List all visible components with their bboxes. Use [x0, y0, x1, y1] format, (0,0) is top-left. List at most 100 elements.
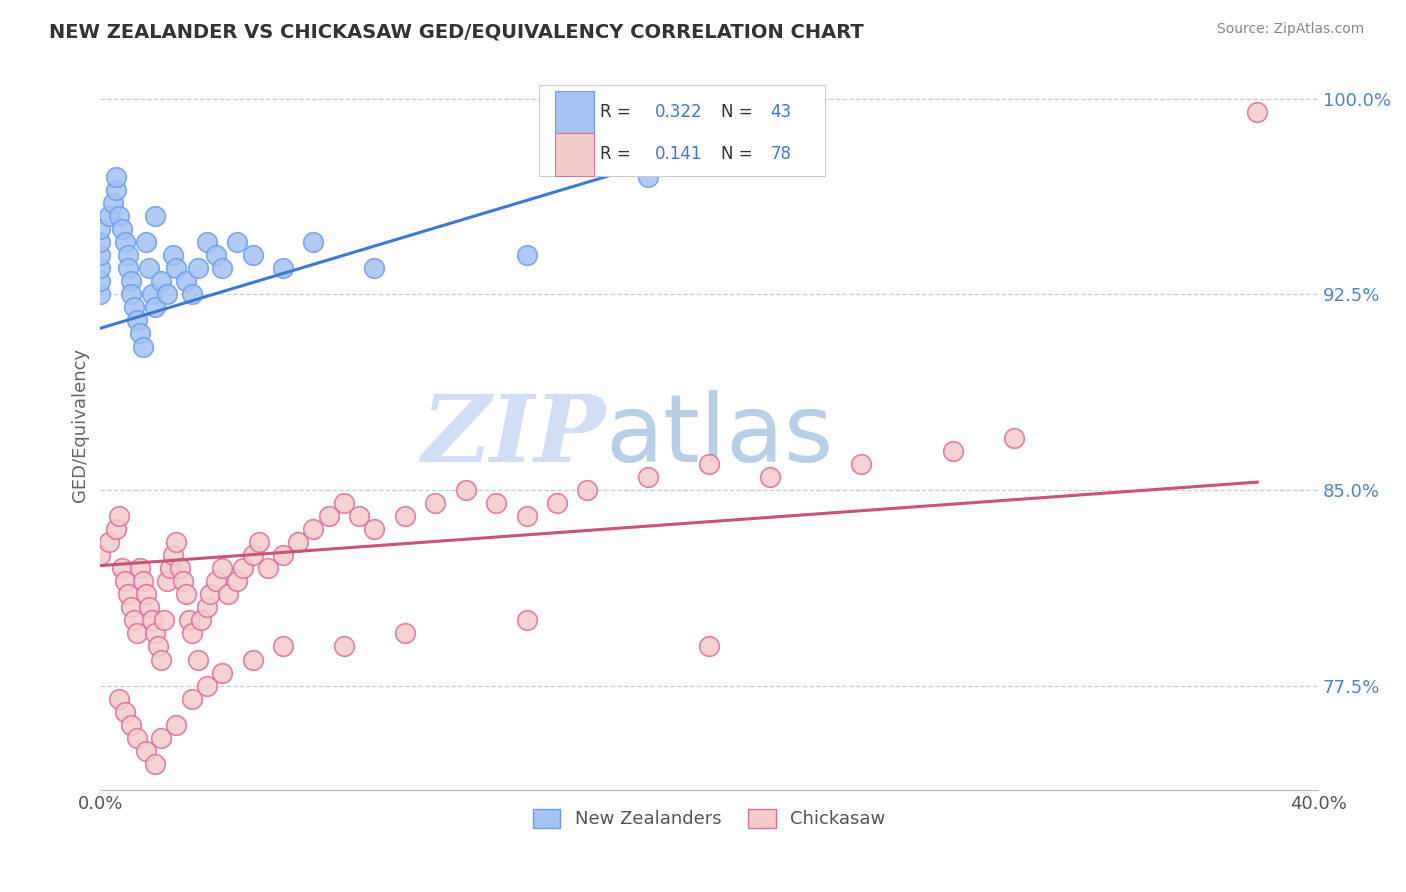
Point	[125, 626, 148, 640]
Point	[394, 509, 416, 524]
Point	[98, 535, 121, 549]
Point	[143, 301, 166, 315]
Point	[1246, 104, 1268, 119]
Point	[89, 274, 111, 288]
Point	[114, 235, 136, 250]
FancyBboxPatch shape	[554, 133, 593, 176]
Text: atlas: atlas	[606, 390, 834, 482]
Point	[148, 640, 170, 654]
Point	[242, 248, 264, 262]
Point	[211, 665, 233, 680]
Point	[211, 561, 233, 575]
Point	[104, 169, 127, 184]
Point	[211, 261, 233, 276]
Point	[104, 522, 127, 536]
Point	[166, 717, 188, 731]
Point	[101, 196, 124, 211]
Point	[162, 248, 184, 262]
Point	[226, 574, 249, 589]
Text: 78: 78	[770, 145, 792, 163]
Point	[287, 535, 309, 549]
Point	[302, 522, 325, 536]
Point	[576, 483, 599, 497]
Point	[138, 261, 160, 276]
Point	[177, 613, 200, 627]
Point	[89, 248, 111, 262]
Point	[242, 548, 264, 562]
FancyBboxPatch shape	[538, 85, 825, 177]
Point	[271, 548, 294, 562]
Point	[247, 535, 270, 549]
Point	[107, 209, 129, 223]
Point	[516, 613, 538, 627]
Point	[217, 587, 239, 601]
Point	[125, 731, 148, 745]
Point	[89, 235, 111, 250]
Point	[120, 274, 142, 288]
Point	[111, 222, 134, 236]
Point	[122, 301, 145, 315]
Point	[195, 679, 218, 693]
Point	[205, 248, 228, 262]
Point	[697, 640, 720, 654]
Point	[1002, 431, 1025, 445]
Point	[454, 483, 477, 497]
Point	[132, 339, 155, 353]
Point	[135, 587, 157, 601]
Point	[129, 326, 152, 341]
Text: NEW ZEALANDER VS CHICKASAW GED/EQUIVALENCY CORRELATION CHART: NEW ZEALANDER VS CHICKASAW GED/EQUIVALEN…	[49, 22, 863, 41]
Point	[129, 561, 152, 575]
Point	[180, 626, 202, 640]
Point	[242, 652, 264, 666]
Point	[190, 613, 212, 627]
Point	[122, 613, 145, 627]
Point	[159, 561, 181, 575]
Point	[226, 235, 249, 250]
Point	[153, 613, 176, 627]
Text: 43: 43	[770, 103, 792, 121]
Point	[117, 261, 139, 276]
Point	[195, 235, 218, 250]
Point	[107, 509, 129, 524]
Point	[759, 470, 782, 484]
Point	[363, 522, 385, 536]
Point	[174, 274, 197, 288]
Point	[485, 496, 508, 510]
Point	[150, 652, 173, 666]
Point	[271, 640, 294, 654]
Y-axis label: GED/Equivalency: GED/Equivalency	[72, 348, 89, 502]
Point	[120, 717, 142, 731]
Point	[637, 470, 659, 484]
Text: Source: ZipAtlas.com: Source: ZipAtlas.com	[1216, 22, 1364, 37]
Point	[363, 261, 385, 276]
Point	[172, 574, 194, 589]
Point	[114, 705, 136, 719]
Point	[156, 287, 179, 301]
Point	[166, 261, 188, 276]
Point	[141, 613, 163, 627]
Point	[135, 744, 157, 758]
Point	[546, 496, 568, 510]
Text: N =: N =	[721, 145, 758, 163]
Point	[162, 548, 184, 562]
Point	[169, 561, 191, 575]
Point	[516, 509, 538, 524]
Point	[166, 535, 188, 549]
Point	[143, 756, 166, 771]
Point	[156, 574, 179, 589]
Point	[150, 731, 173, 745]
Point	[120, 287, 142, 301]
Point	[125, 313, 148, 327]
Point	[89, 548, 111, 562]
Point	[394, 626, 416, 640]
Text: ZIP: ZIP	[422, 391, 606, 481]
Point	[141, 287, 163, 301]
FancyBboxPatch shape	[554, 91, 593, 134]
Point	[318, 509, 340, 524]
Point	[138, 600, 160, 615]
Text: 0.141: 0.141	[654, 145, 702, 163]
Point	[143, 626, 166, 640]
Point	[114, 574, 136, 589]
Point	[333, 496, 356, 510]
Point	[150, 274, 173, 288]
